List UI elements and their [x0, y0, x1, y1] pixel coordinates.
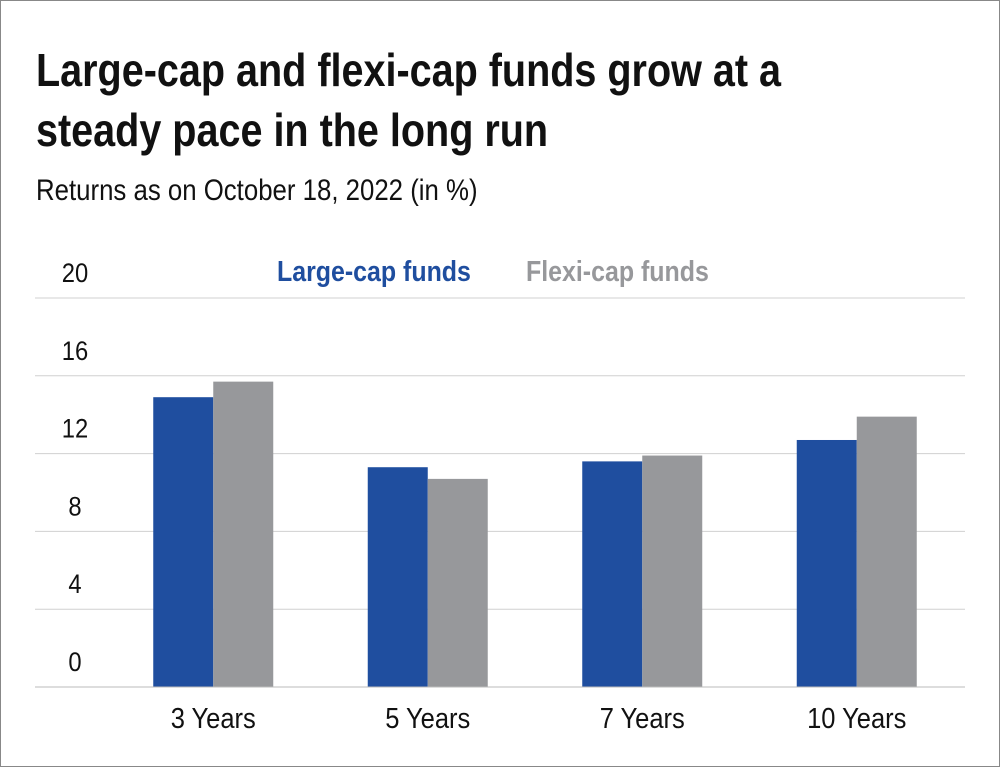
y-tick-label: 8	[68, 492, 81, 522]
y-tick-label: 4	[68, 570, 81, 600]
y-tick-label: 16	[62, 336, 88, 366]
x-tick-label: 10 Years	[807, 701, 906, 734]
x-tick-label: 5 Years	[385, 701, 470, 734]
bar	[427, 478, 488, 687]
bar	[642, 455, 703, 687]
x-tick-label: 3 Years	[171, 701, 256, 734]
y-tick-label: 0	[68, 648, 81, 678]
y-tick-label: 20	[62, 259, 88, 289]
y-tick-label: 12	[62, 414, 88, 444]
chart-title: Large-cap and flexi-cap funds grow at a	[36, 45, 782, 96]
legend-entry: Large-cap funds	[277, 255, 471, 287]
bar	[582, 461, 643, 687]
chart-title: steady pace in the long run	[36, 105, 548, 156]
bar	[213, 381, 274, 687]
chart-subtitle: Returns as on October 18, 2022 (in %)	[36, 173, 478, 206]
x-tick-label: 7 Years	[600, 701, 685, 734]
bar	[367, 467, 428, 687]
legend-entry: Flexi-cap funds	[526, 255, 709, 287]
bar	[796, 439, 857, 687]
bar	[153, 397, 214, 687]
bar	[856, 416, 917, 687]
